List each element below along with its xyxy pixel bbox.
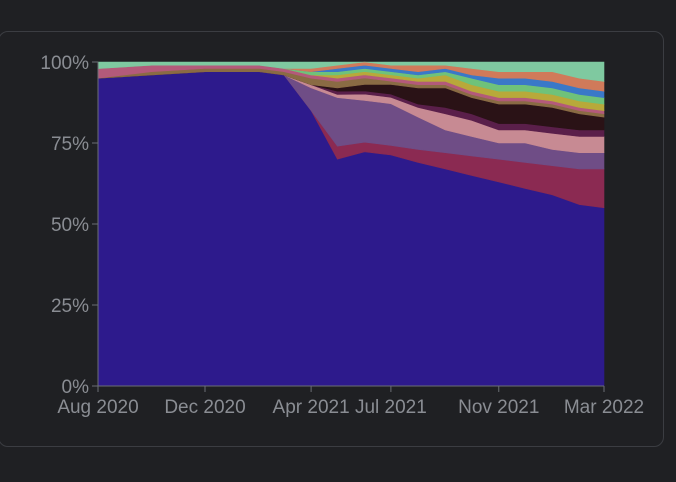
y-tick-label: 75%	[51, 134, 89, 155]
y-tick-labels: 0% 25% 50% 75% 100%	[40, 53, 89, 398]
y-tick-label: 50%	[51, 215, 89, 236]
x-tick-label: Jul 2021	[355, 397, 427, 418]
x-tick-label: Apr 2021	[273, 397, 350, 418]
y-tick-label: 25%	[51, 296, 89, 317]
y-tick-label: 0%	[62, 377, 90, 398]
x-tick-labels: Aug 2020 Dec 2020 Apr 2021 Jul 2021 Nov 2021…	[57, 397, 644, 418]
y-tick-label: 100%	[40, 53, 89, 74]
series-areas	[97, 61, 605, 387]
x-tick-label: Aug 2020	[57, 397, 138, 418]
x-tick-label: Dec 2020	[164, 397, 245, 418]
x-tick-label: Nov 2021	[458, 397, 539, 418]
x-tick-label: Mar 2022	[564, 397, 644, 418]
series-area-12	[97, 61, 605, 82]
axes	[92, 61, 605, 392]
